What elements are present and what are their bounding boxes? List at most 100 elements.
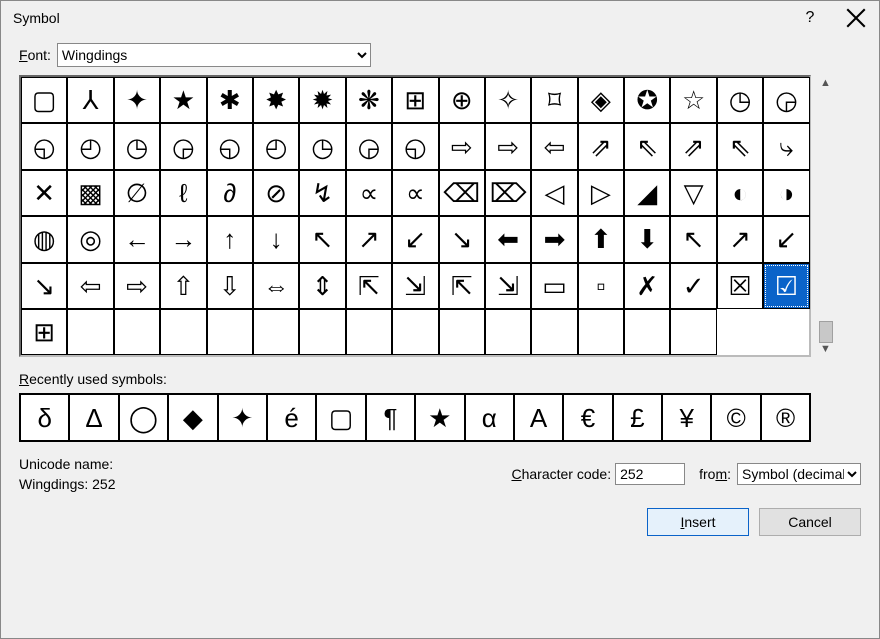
symbol-cell[interactable]: ⊞ xyxy=(392,77,438,123)
font-select[interactable]: Wingdings xyxy=(57,43,371,67)
recent-symbol-cell[interactable]: δ xyxy=(20,394,69,441)
symbol-cell[interactable]: ◷ xyxy=(299,123,345,169)
symbol-cell[interactable]: ⇕ xyxy=(299,263,345,309)
symbol-cell[interactable]: ⬆ xyxy=(578,216,624,262)
recent-symbol-cell[interactable]: A xyxy=(514,394,563,441)
symbol-cell[interactable]: ◴ xyxy=(253,123,299,169)
symbol-cell[interactable] xyxy=(439,309,485,355)
symbol-cell[interactable]: ☆ xyxy=(670,77,716,123)
symbol-cell[interactable]: ↙ xyxy=(763,216,809,262)
symbol-cell[interactable]: ◵ xyxy=(21,123,67,169)
symbol-cell[interactable] xyxy=(160,309,206,355)
symbol-cell[interactable]: ↘ xyxy=(439,216,485,262)
symbol-cell[interactable]: ◁ xyxy=(531,170,577,216)
recent-symbol-cell[interactable]: € xyxy=(563,394,612,441)
symbol-cell[interactable]: ⬇ xyxy=(624,216,670,262)
recent-symbol-cell[interactable]: Δ xyxy=(69,394,118,441)
scroll-thumb[interactable] xyxy=(819,321,833,343)
symbol-cell[interactable]: ⇩ xyxy=(207,263,253,309)
symbol-cell[interactable]: ↗ xyxy=(346,216,392,262)
symbol-cell[interactable]: ⇖ xyxy=(717,123,763,169)
scroll-up-icon[interactable]: ▲ xyxy=(820,77,831,89)
symbol-cell[interactable]: ↑ xyxy=(207,216,253,262)
symbol-cell[interactable] xyxy=(67,309,113,355)
symbol-cell[interactable]: ▩ xyxy=(67,170,113,216)
recent-symbol-cell[interactable]: ¥ xyxy=(662,394,711,441)
symbol-cell[interactable]: → xyxy=(160,216,206,262)
symbol-cell[interactable]: ⇨ xyxy=(485,123,531,169)
symbol-cell[interactable]: ↓ xyxy=(253,216,299,262)
symbol-cell[interactable] xyxy=(207,309,253,355)
symbol-cell[interactable]: ✕ xyxy=(21,170,67,216)
symbol-cell[interactable]: ⌦ xyxy=(485,170,531,216)
symbol-cell[interactable]: ∂ xyxy=(207,170,253,216)
symbol-cell[interactable] xyxy=(578,309,624,355)
symbol-cell[interactable]: ⊞ xyxy=(21,309,67,355)
help-button[interactable]: ? xyxy=(787,1,833,35)
symbol-cell[interactable]: ⇱ xyxy=(346,263,392,309)
close-button[interactable] xyxy=(833,1,879,35)
symbol-cell[interactable]: ↗ xyxy=(717,216,763,262)
symbol-cell[interactable]: ◵ xyxy=(207,123,253,169)
symbol-cell[interactable]: ◴ xyxy=(67,123,113,169)
symbol-cell[interactable]: ▭ xyxy=(531,263,577,309)
recent-symbol-cell[interactable]: £ xyxy=(613,394,662,441)
symbol-cell[interactable]: ✪ xyxy=(624,77,670,123)
symbol-cell[interactable] xyxy=(531,309,577,355)
grid-scrollbar[interactable]: ▲ ▼ xyxy=(817,75,834,357)
recent-symbol-cell[interactable]: ✦ xyxy=(218,394,267,441)
symbol-cell[interactable]: ⇦ xyxy=(531,123,577,169)
symbol-cell[interactable] xyxy=(114,309,160,355)
symbol-cell[interactable]: ∅ xyxy=(114,170,160,216)
symbol-cell[interactable]: ⇗ xyxy=(578,123,624,169)
symbol-cell[interactable]: ◷ xyxy=(114,123,160,169)
symbol-cell[interactable]: ✦ xyxy=(114,77,160,123)
symbol-cell[interactable]: ⇖ xyxy=(624,123,670,169)
symbol-cell[interactable]: ⇱ xyxy=(439,263,485,309)
symbol-cell[interactable]: ∝ xyxy=(346,170,392,216)
symbol-cell[interactable]: ⇲ xyxy=(485,263,531,309)
symbol-cell[interactable]: ↯ xyxy=(299,170,345,216)
symbol-cell[interactable]: ⊘ xyxy=(253,170,299,216)
symbol-cell[interactable]: ⬅ xyxy=(485,216,531,262)
symbol-cell[interactable]: ◎ xyxy=(67,216,113,262)
symbol-cell[interactable]: ⇦ xyxy=(67,263,113,309)
symbol-cell[interactable]: ⇧ xyxy=(160,263,206,309)
symbol-cell[interactable]: ⌫ xyxy=(439,170,485,216)
insert-button[interactable]: Insert xyxy=(647,508,749,536)
symbol-cell[interactable]: ⇨ xyxy=(439,123,485,169)
symbol-grid[interactable]: ▢⅄✦★✱✸✹❋⊞⊕✧⌑◈✪☆◷◶◵◴◷◶◵◴◷◶◵⇨⇨⇦⇗⇖⇗⇖⤷✕▩∅ℓ∂⊘… xyxy=(19,75,811,357)
symbol-cell[interactable]: ✧ xyxy=(485,77,531,123)
symbol-cell[interactable]: ▷ xyxy=(578,170,624,216)
symbol-cell[interactable]: ✱ xyxy=(207,77,253,123)
recent-symbol-cell[interactable]: α xyxy=(465,394,514,441)
symbol-cell[interactable] xyxy=(485,309,531,355)
scroll-down-icon[interactable]: ▼ xyxy=(820,343,831,355)
recent-symbol-cell[interactable]: ◯ xyxy=(119,394,168,441)
symbol-cell[interactable]: ☒ xyxy=(717,263,763,309)
symbol-cell[interactable]: ◍ xyxy=(21,216,67,262)
symbol-cell[interactable]: ✸ xyxy=(253,77,299,123)
symbol-cell[interactable]: ⇲ xyxy=(392,263,438,309)
symbol-cell[interactable]: ☑ xyxy=(763,263,809,309)
symbol-cell[interactable]: ↖ xyxy=(299,216,345,262)
symbol-cell[interactable]: ◐ xyxy=(717,170,763,216)
symbol-cell[interactable]: ← xyxy=(114,216,160,262)
symbol-cell[interactable]: ∝ xyxy=(392,170,438,216)
symbol-cell[interactable] xyxy=(624,309,670,355)
symbol-cell[interactable]: ✗ xyxy=(624,263,670,309)
symbol-cell[interactable] xyxy=(253,309,299,355)
symbol-cell[interactable]: ◈ xyxy=(578,77,624,123)
recent-symbol-cell[interactable]: ▢ xyxy=(316,394,365,441)
symbol-cell[interactable]: ↖ xyxy=(670,216,716,262)
symbol-cell[interactable] xyxy=(392,309,438,355)
recent-symbol-cell[interactable]: ® xyxy=(761,394,810,441)
symbol-cell[interactable]: ↙ xyxy=(392,216,438,262)
symbol-cell[interactable]: ⇨ xyxy=(114,263,160,309)
symbol-cell[interactable]: ▽ xyxy=(670,170,716,216)
symbol-cell[interactable]: ◵ xyxy=(392,123,438,169)
character-code-input[interactable] xyxy=(615,463,685,485)
recent-symbol-cell[interactable]: é xyxy=(267,394,316,441)
symbol-cell[interactable]: ℓ xyxy=(160,170,206,216)
recent-symbol-cell[interactable]: ◆ xyxy=(168,394,217,441)
